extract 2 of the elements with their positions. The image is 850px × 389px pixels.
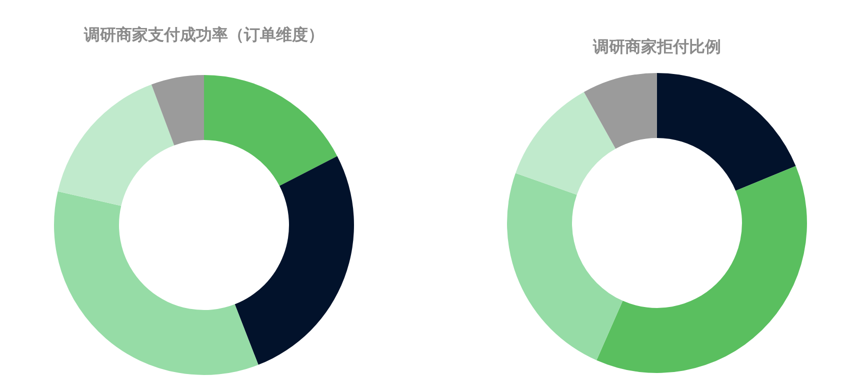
title: 调研商家支付成功率（订单维度） (84, 25, 324, 44)
title: 调研商家拒付比例 (593, 37, 721, 56)
